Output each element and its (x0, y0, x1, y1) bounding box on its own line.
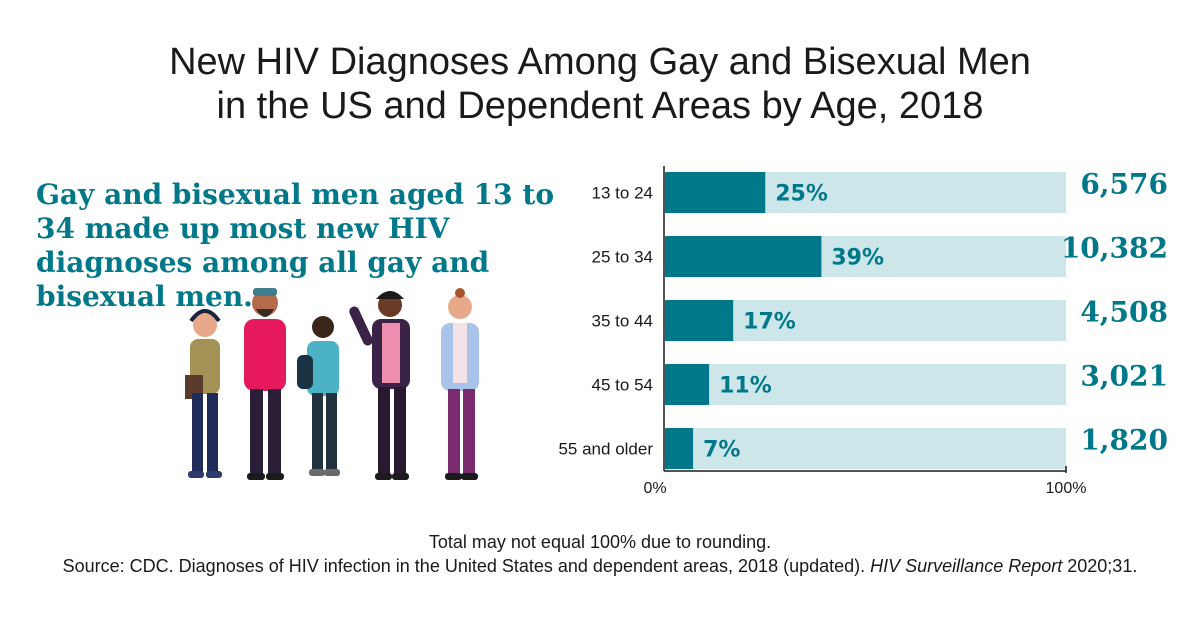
bar (665, 300, 734, 341)
bar (665, 364, 710, 405)
x-tick-label: 0% (643, 480, 666, 497)
value-label: 39% (831, 246, 884, 271)
report-title: HIV Surveillance Report (870, 556, 1063, 576)
value-label: 25% (775, 182, 828, 207)
source-text: Source: CDC. Diagnoses of HIV infection … (62, 556, 866, 576)
value-label: 11% (719, 374, 772, 399)
count-label: 3,021 (1080, 360, 1168, 393)
bar (665, 172, 766, 213)
title-line-1: New HIV Diagnoses Among Gay and Bisexual… (169, 41, 1031, 83)
category-label: 35 to 44 (592, 312, 653, 331)
count-label: 4,508 (1080, 296, 1168, 329)
value-label: 17% (743, 310, 796, 335)
category-label: 45 to 54 (592, 376, 653, 395)
person-5-figure (441, 288, 479, 480)
footnote: Total may not equal 100% due to rounding… (0, 530, 1200, 578)
person-2-figure (244, 288, 286, 480)
person-4-figure (349, 291, 410, 480)
bar (665, 428, 694, 469)
rounding-note: Total may not equal 100% due to rounding… (428, 532, 772, 552)
x-tick-label: 100% (1046, 480, 1087, 497)
count-label: 6,576 (1080, 168, 1168, 201)
category-label: 25 to 34 (592, 248, 653, 267)
count-label: 1,820 (1080, 424, 1168, 457)
chart-title: New HIV Diagnoses Among Gay and Bisexual… (0, 40, 1200, 128)
person-3-figure (297, 316, 340, 476)
bar (665, 236, 822, 277)
people-illustration (185, 288, 479, 480)
bar-track (665, 428, 1066, 469)
person-1-figure (185, 309, 222, 478)
title-line-2: in the US and Dependent Areas by Age, 20… (216, 85, 984, 127)
value-label: 7% (703, 438, 740, 463)
bar-track (665, 364, 1066, 405)
category-label: 55 and older (558, 440, 653, 459)
category-label: 13 to 24 (592, 184, 653, 203)
count-label: 10,382 (1061, 232, 1168, 265)
report-issue: 2020;31. (1067, 556, 1138, 576)
headline-text: Gay and bisexual men aged 13 to 34 made … (36, 178, 554, 313)
source-note: Source: CDC. Diagnoses of HIV infection … (0, 554, 1200, 578)
